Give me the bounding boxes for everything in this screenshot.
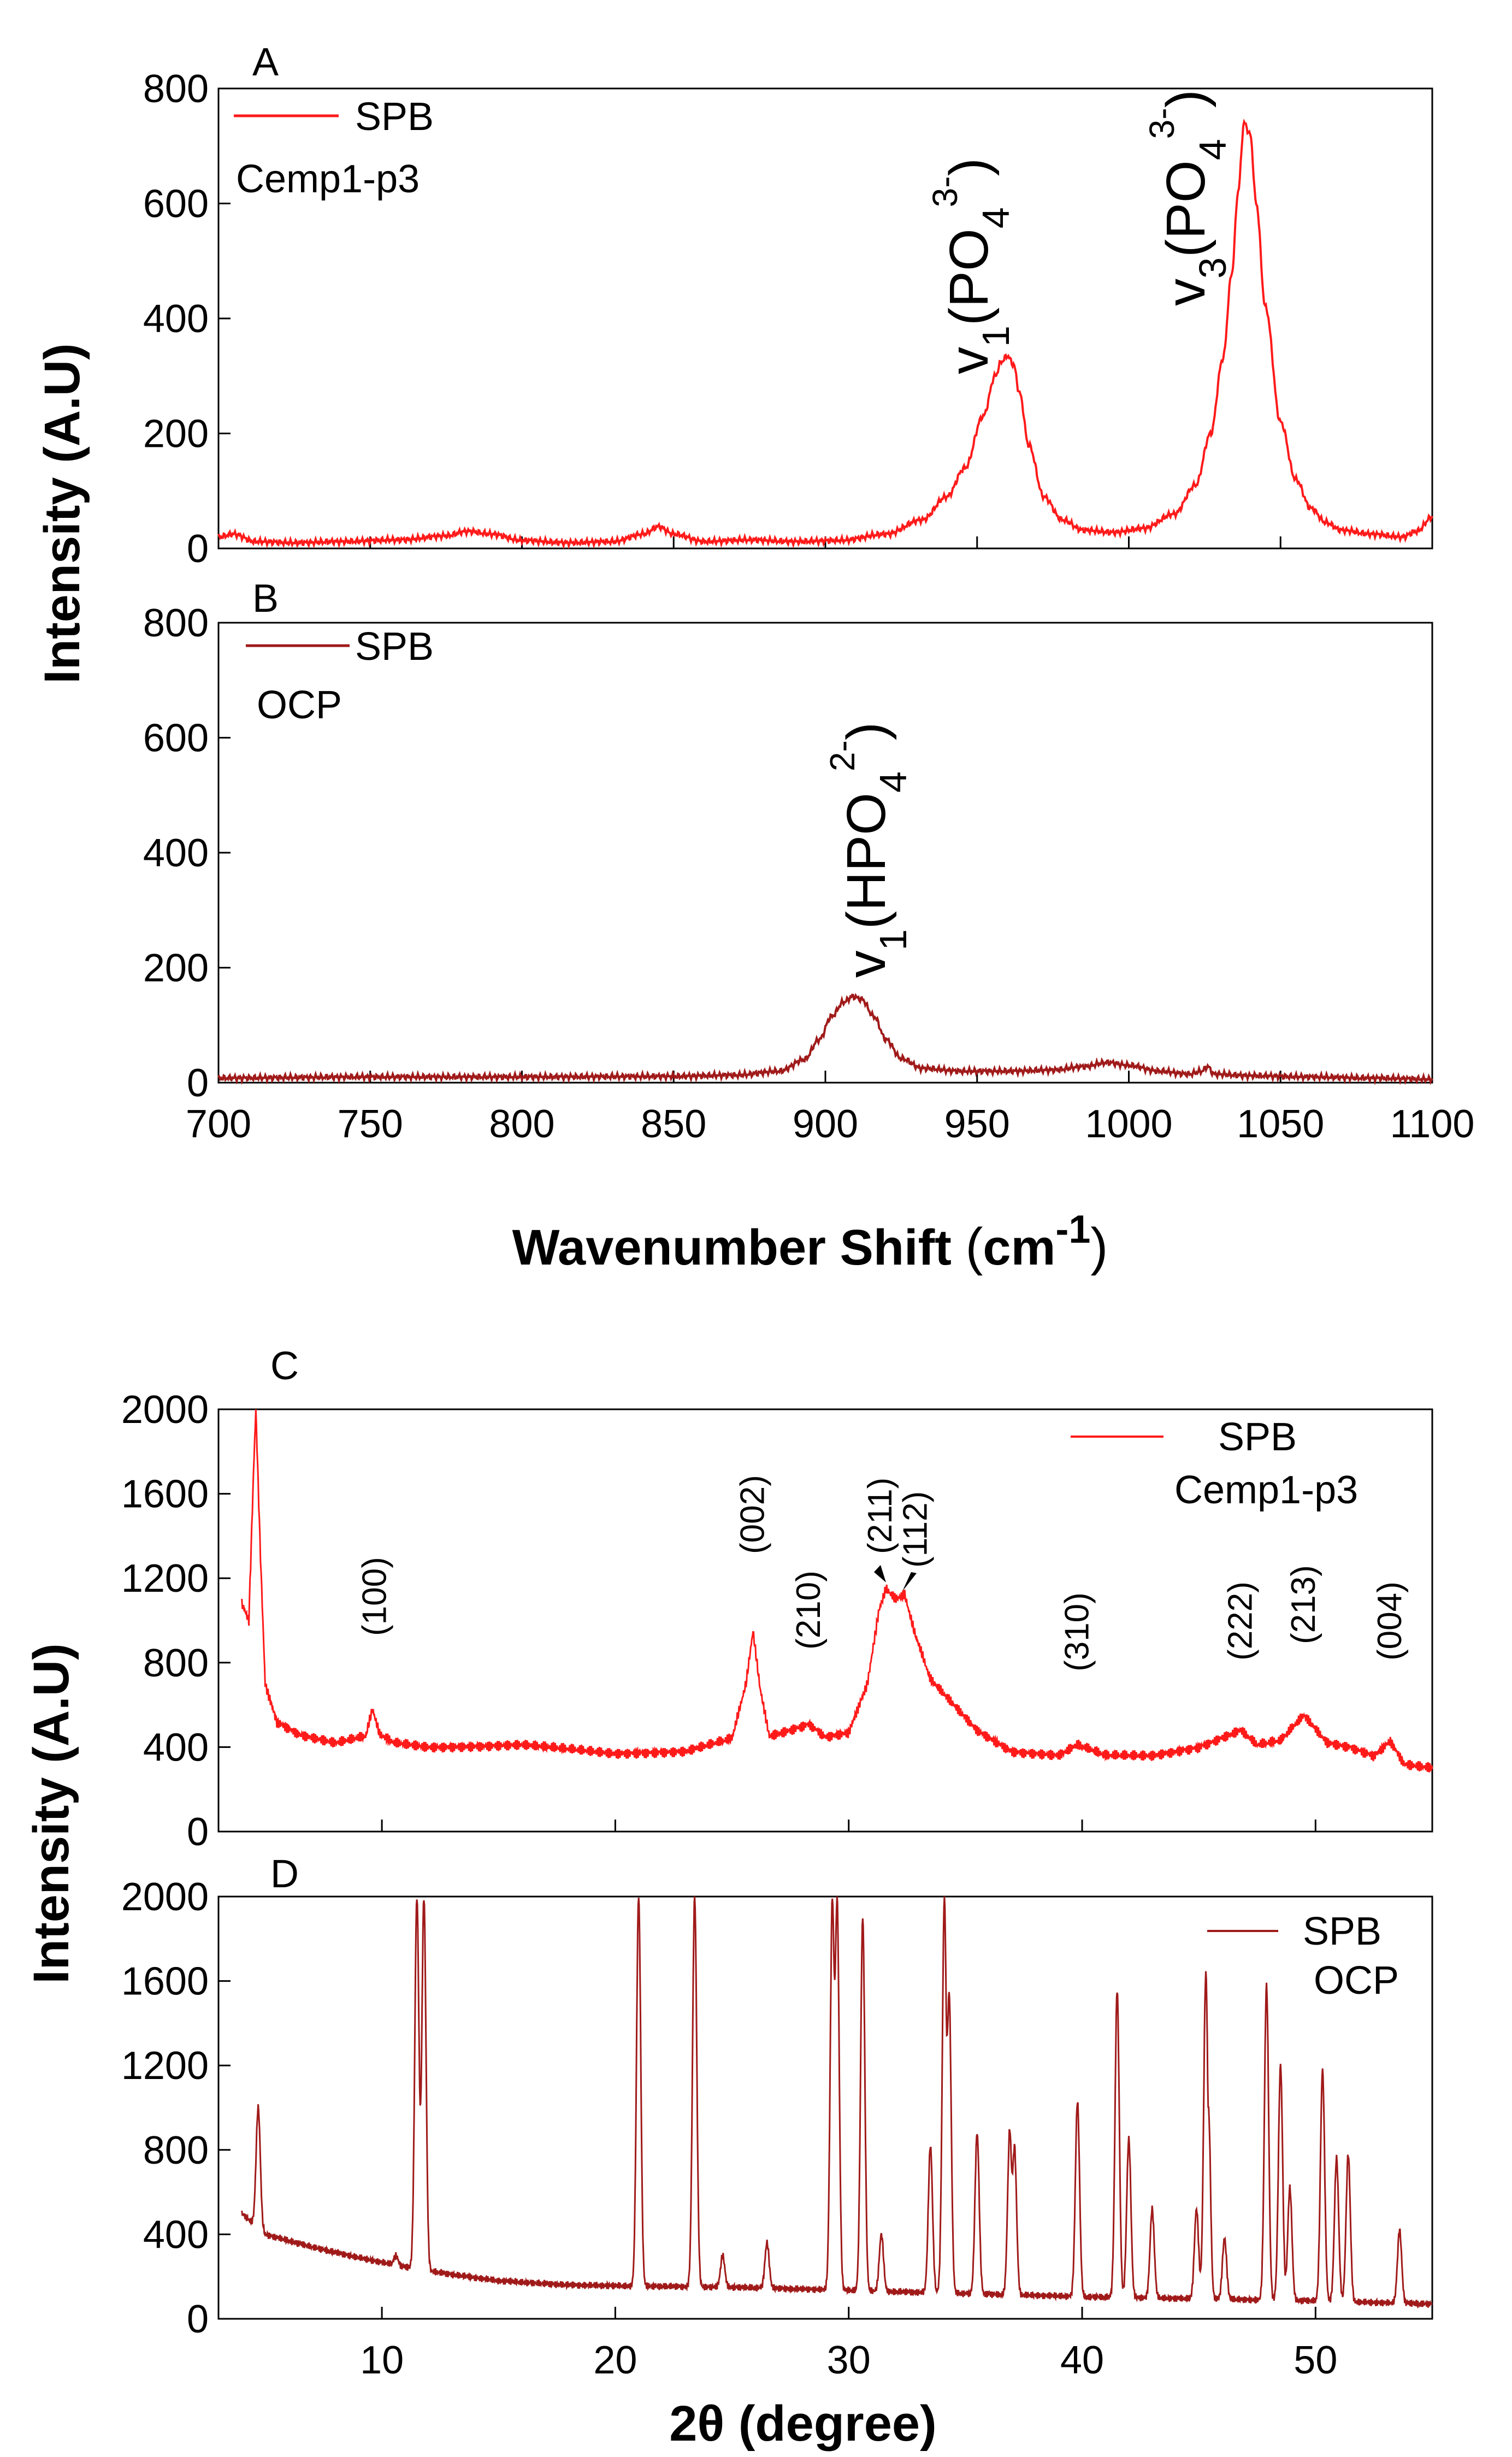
panel-b-spectrum-line [217, 993, 1433, 1086]
panel-a-legend-sample: Cemp1-p3 [236, 157, 420, 201]
x-tick-label: 30 [827, 2338, 871, 2382]
xrd-panel-d: 0 400 800 1200 1600 2000 10 20 30 40 50 D SPB OCP [121, 1852, 1433, 2382]
panel-d-letter: D [270, 1852, 299, 1896]
y-tick-label: 400 [143, 297, 209, 341]
hkl-label: (310) [1059, 1592, 1096, 1672]
x-tick-label: 20 [593, 2338, 637, 2382]
xrd-section: Intensity (A.U) 2θ (degree) [23, 1643, 937, 2452]
y-tick-label: 600 [143, 717, 209, 760]
panel-d-y-axis: 0 400 800 1200 1600 2000 [121, 1875, 231, 2341]
hkl-label: (211) [861, 1478, 899, 1554]
x-tick-label: 750 [338, 1102, 403, 1146]
y-tick-label: 400 [143, 831, 209, 875]
y-tick-label: 0 [187, 2297, 209, 2341]
y-tick-label: 400 [143, 2213, 209, 2257]
panel-a-spectrum-line [217, 119, 1433, 550]
x-tick-label: 800 [489, 1102, 554, 1146]
y-tick-label: 2000 [121, 1388, 209, 1432]
panel-c-x-axis [381, 1820, 1316, 1832]
panel-d-frame [217, 1895, 1433, 2320]
hkl-label: (004) [1371, 1581, 1409, 1661]
hkl-label: (002) [734, 1475, 772, 1554]
panel-c-y-axis: 0 400 800 1200 1600 2000 [121, 1388, 231, 1854]
x-tick-label: 850 [641, 1102, 706, 1146]
panel-d-legend-series: SPB [1303, 1910, 1381, 1953]
y-tick-label: 1200 [121, 2044, 209, 2088]
x-tick-label: 950 [944, 1102, 1010, 1146]
hkl-label: (213) [1285, 1565, 1322, 1644]
panel-d-legend-sample: OCP [1314, 1959, 1399, 2003]
panel-c-legend-sample: Cemp1-p3 [1174, 1468, 1358, 1512]
arrow-112 [902, 1572, 917, 1591]
y-tick-label: 600 [143, 182, 209, 226]
x-tick-label: 1050 [1237, 1102, 1324, 1146]
peak-label-v1-hpo4: v1(HPO42-) [823, 722, 914, 978]
xrd-ylabel: Intensity (A.U) [23, 1643, 79, 1984]
hkl-label: (222) [1222, 1581, 1260, 1661]
arrow-211 [874, 1565, 886, 1582]
panel-b-legend-series: SPB [355, 625, 434, 669]
x-tick-label: 700 [186, 1102, 251, 1146]
peak-label-v3-po4: v3(PO43-) [1142, 90, 1234, 306]
y-tick-label: 1600 [121, 1473, 209, 1516]
raman-section: Intensity (A.U) Wavenumber Shift (cm-1) [34, 343, 1108, 1276]
hkl-label: (100) [356, 1557, 393, 1636]
x-tick-label: 10 [360, 2338, 404, 2382]
y-tick-label: 1600 [121, 1960, 209, 2004]
x-tick-label: 50 [1294, 2338, 1337, 2382]
hkl-label: (210) [790, 1570, 828, 1650]
raman-xlabel-unit-exp: -1 [1055, 1208, 1090, 1251]
peak-label-v1-po4: v1(PO43-) [925, 158, 1017, 374]
y-tick-label: 200 [143, 947, 209, 990]
panel-b-y-axis: 0 200 400 600 800 [143, 601, 231, 1105]
raman-panel-a: 0 200 400 600 800 A SPB Cemp1-p3 v1(PO43-) v… [143, 40, 1433, 571]
panel-b-x-axis: 700 750 800 850 900 950 1000 1050 1100 [186, 1071, 1474, 1146]
xrd-xlabel: 2θ (degree) [669, 2396, 936, 2452]
y-tick-label: 0 [187, 527, 209, 571]
panel-b-letter: B [252, 577, 279, 621]
x-tick-label: 40 [1060, 2338, 1104, 2382]
xrd-panel-c: 0 400 800 1200 1600 2000 C SPB Cemp1-p3 (100)… [121, 1344, 1433, 1854]
y-tick-label: 1200 [121, 1557, 209, 1600]
panel-b-legend-sample: OCP [257, 683, 342, 727]
raman-xlabel-unit: cm [983, 1220, 1055, 1275]
y-tick-label: 0 [187, 1810, 209, 1854]
panel-c-letter: C [270, 1344, 299, 1388]
y-tick-label: 200 [143, 412, 209, 456]
panel-a-legend-series: SPB [355, 95, 434, 139]
y-tick-label: 800 [143, 2129, 209, 2172]
raman-ylabel: Intensity (A.U) [34, 343, 90, 684]
raman-panel-b: 0 200 400 600 800 700 750 800 850 900 950 1000 1050… [143, 577, 1475, 1146]
raman-xlabel: Wavenumber Shift (cm-1) [512, 1208, 1108, 1276]
x-tick-label: 1000 [1085, 1102, 1172, 1146]
panel-b-frame [217, 622, 1433, 1084]
panel-a-letter: A [252, 40, 279, 84]
y-tick-label: 0 [187, 1061, 209, 1105]
panel-c-legend-series: SPB [1218, 1415, 1297, 1459]
x-tick-label: 900 [793, 1102, 858, 1146]
panel-d-pattern-line [241, 1896, 1433, 2309]
x-tick-label: 1100 [1390, 1102, 1475, 1146]
y-tick-label: 2000 [121, 1875, 209, 1919]
raman-xlabel-main: Wavenumber Shift [512, 1220, 952, 1275]
hkl-label: (112) [896, 1491, 934, 1568]
panel-c-frame [217, 1408, 1433, 1833]
panel-c-hkl-labels: (100) (002) (210) (211)(112) (310) (222) (213)… [356, 1475, 1409, 1672]
panel-a-y-axis: 0 200 400 600 800 [143, 67, 231, 571]
panel-d-x-axis: 10 20 30 40 50 [360, 2307, 1337, 2382]
panel-c-pattern-line [241, 1409, 1433, 1773]
y-tick-label: 800 [143, 601, 209, 645]
y-tick-label: 400 [143, 1726, 209, 1769]
y-tick-label: 800 [143, 1641, 209, 1685]
y-tick-label: 800 [143, 67, 209, 111]
